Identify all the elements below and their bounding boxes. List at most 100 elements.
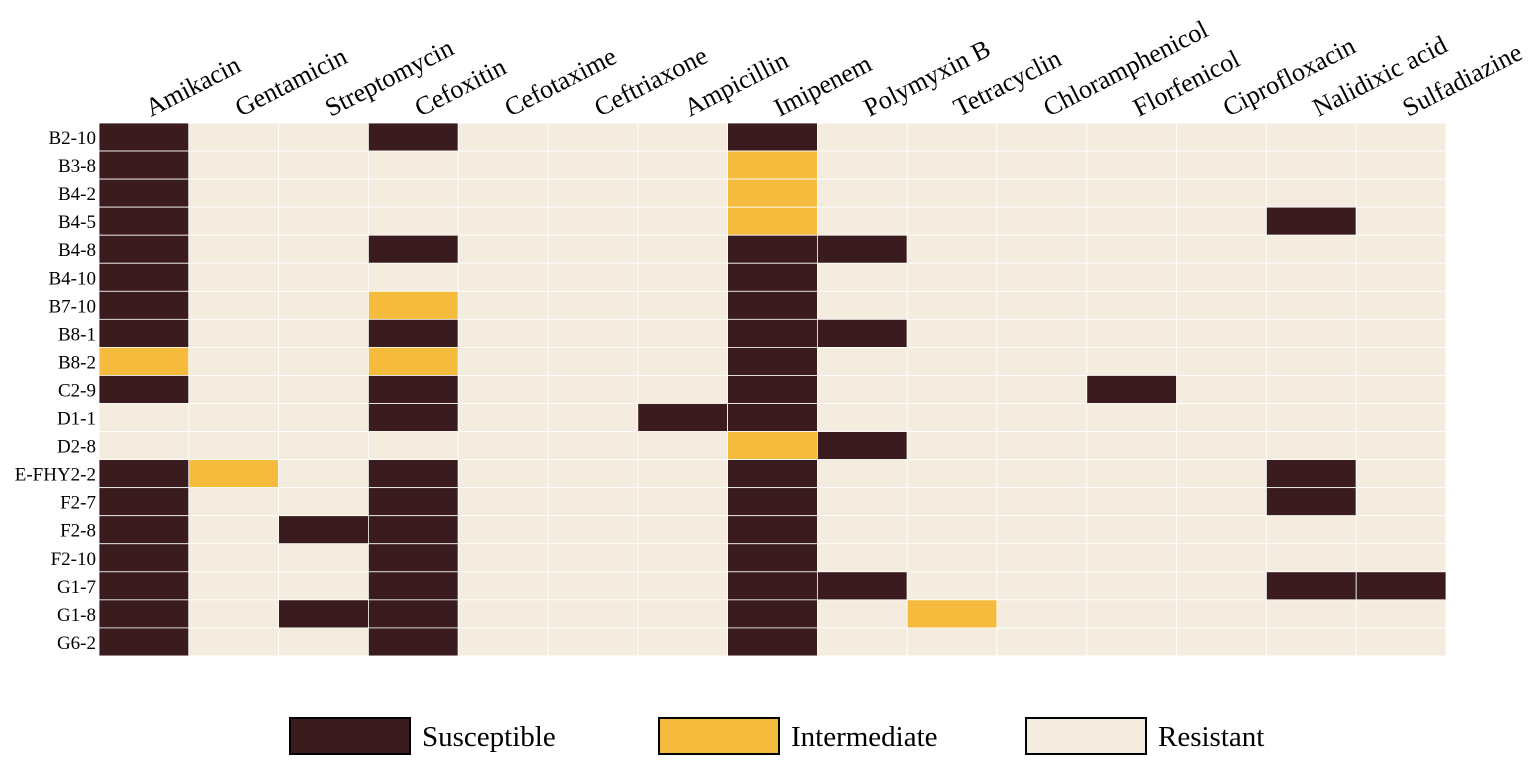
cell-f2-8-cefoxitin — [367, 515, 459, 545]
cell-g1-7-cefotaxime — [457, 571, 549, 601]
cell-g6-2-cefotaxime — [457, 627, 549, 657]
row-label-b4-10: B4-10 — [49, 268, 97, 289]
cell-b4-8-cefotaxime — [457, 234, 549, 264]
cell-b8-1-nalidixic-acid — [1266, 318, 1357, 348]
cell-g1-7-cefoxitin — [367, 571, 459, 601]
row-label-f2-10: F2-10 — [51, 549, 96, 570]
cell-b4-2-nalidixic-acid — [1266, 178, 1357, 208]
cell-b7-10-florfenicol — [1086, 290, 1178, 320]
row-label-b8-2: B8-2 — [58, 352, 96, 373]
cell-b4-8-ampicillin — [637, 234, 728, 264]
cell-f2-7-ampicillin — [637, 487, 728, 517]
cell-b4-10-polymyxin-b — [817, 262, 908, 292]
cell-b4-5-cefotaxime — [457, 206, 549, 236]
cell-b2-10-amikacin — [98, 122, 190, 152]
cell-d2-8-polymyxin-b — [817, 431, 908, 460]
cell-b8-1-streptomycin — [278, 318, 369, 348]
cell-f2-7-sulfadiazine — [1355, 487, 1447, 517]
cell-c2-9-cefoxitin — [367, 375, 459, 404]
cell-b4-10-imipenem — [727, 262, 818, 292]
cell-f2-10-gentamicin — [188, 543, 280, 573]
cell-b3-8-amikacin — [98, 150, 190, 180]
cell-d2-8-florfenicol — [1086, 431, 1178, 460]
cell-e-fhy2-2-ceftriaxone — [547, 459, 639, 489]
cell-g1-8-ciprofloxacin — [1176, 599, 1267, 629]
row-label-d2-8: D2-8 — [57, 437, 96, 458]
cell-b4-5-gentamicin — [188, 206, 280, 236]
cell-b8-2-imipenem — [727, 346, 818, 376]
cell-f2-10-ampicillin — [637, 543, 728, 573]
cell-b8-2-florfenicol — [1086, 346, 1178, 376]
cell-f2-7-amikacin — [98, 487, 190, 517]
cell-b4-2-tetracyclin — [906, 178, 998, 208]
cell-g1-8-tetracyclin — [906, 599, 998, 629]
cell-b4-5-polymyxin-b — [817, 206, 908, 236]
cell-g1-8-florfenicol — [1086, 599, 1178, 629]
cell-b8-2-chloramphenicol — [996, 346, 1088, 376]
cell-e-fhy2-2-florfenicol — [1086, 459, 1178, 489]
cell-b8-2-ampicillin — [637, 346, 728, 376]
cell-b4-8-ceftriaxone — [547, 234, 639, 264]
cell-d1-1-tetracyclin — [906, 403, 998, 432]
cell-b2-10-cefoxitin — [367, 122, 459, 152]
cell-d2-8-ampicillin — [637, 431, 728, 460]
column-label-amikacin: Amikacin — [141, 50, 246, 122]
cell-d1-1-gentamicin — [188, 403, 280, 432]
cell-g1-8-ceftriaxone — [547, 599, 639, 629]
cell-b7-10-cefotaxime — [457, 290, 549, 320]
cell-d2-8-amikacin — [98, 431, 190, 460]
cell-f2-10-polymyxin-b — [817, 543, 908, 573]
cell-d2-8-ceftriaxone — [547, 431, 639, 460]
row-label-b4-8: B4-8 — [58, 240, 96, 261]
legend-label-susceptible: Susceptible — [422, 721, 556, 753]
cell-b4-2-imipenem — [727, 178, 818, 208]
cell-b2-10-nalidixic-acid — [1266, 122, 1357, 152]
cell-d2-8-streptomycin — [278, 431, 369, 460]
cell-b4-5-ceftriaxone — [547, 206, 639, 236]
row-label-b8-1: B8-1 — [58, 324, 96, 345]
cell-b2-10-streptomycin — [278, 122, 369, 152]
cell-b4-10-gentamicin — [188, 262, 280, 292]
row-label-g1-8: G1-8 — [57, 605, 96, 626]
cell-b4-5-ampicillin — [637, 206, 728, 236]
cell-g1-8-sulfadiazine — [1355, 599, 1447, 629]
cell-b4-2-ceftriaxone — [547, 178, 639, 208]
cell-f2-7-florfenicol — [1086, 487, 1178, 517]
cell-b3-8-florfenicol — [1086, 150, 1178, 180]
cell-b8-2-gentamicin — [188, 346, 280, 376]
column-labels: AmikacinGentamicinStreptomycinCefoxitinC… — [141, 15, 1527, 123]
cell-b3-8-ceftriaxone — [547, 150, 639, 180]
cell-d1-1-ceftriaxone — [547, 403, 639, 432]
cell-e-fhy2-2-ciprofloxacin — [1176, 459, 1267, 489]
cell-b4-8-chloramphenicol — [996, 234, 1088, 264]
cell-b8-1-gentamicin — [188, 318, 280, 348]
cell-f2-7-tetracyclin — [906, 487, 998, 517]
cell-d1-1-cefotaxime — [457, 403, 549, 432]
cell-b4-8-polymyxin-b — [817, 234, 908, 264]
cell-b2-10-sulfadiazine — [1355, 122, 1447, 152]
cell-c2-9-tetracyclin — [906, 375, 998, 404]
cell-f2-7-streptomycin — [278, 487, 369, 517]
cell-b4-10-tetracyclin — [906, 262, 998, 292]
cell-d1-1-florfenicol — [1086, 403, 1178, 432]
cell-f2-7-cefotaxime — [457, 487, 549, 517]
cell-b4-2-chloramphenicol — [996, 178, 1088, 208]
cell-c2-9-ciprofloxacin — [1176, 375, 1267, 404]
cell-f2-10-cefoxitin — [367, 543, 459, 573]
legend-swatch-resistant — [1025, 717, 1147, 755]
cell-e-fhy2-2-cefoxitin — [367, 459, 459, 489]
cell-b3-8-chloramphenicol — [996, 150, 1088, 180]
cell-f2-7-chloramphenicol — [996, 487, 1088, 517]
row-label-f2-7: F2-7 — [60, 493, 96, 514]
cell-g1-7-polymyxin-b — [817, 571, 908, 601]
cell-b8-2-ciprofloxacin — [1176, 346, 1267, 376]
cell-b8-2-ceftriaxone — [547, 346, 639, 376]
cell-c2-9-chloramphenicol — [996, 375, 1088, 404]
cell-b8-2-amikacin — [98, 346, 190, 376]
row-label-b2-10: B2-10 — [49, 128, 97, 149]
cell-g1-7-tetracyclin — [906, 571, 998, 601]
cell-c2-9-gentamicin — [188, 375, 280, 404]
row-label-d1-1: D1-1 — [57, 409, 96, 430]
cell-b4-8-amikacin — [98, 234, 190, 264]
cell-b4-5-tetracyclin — [906, 206, 998, 236]
